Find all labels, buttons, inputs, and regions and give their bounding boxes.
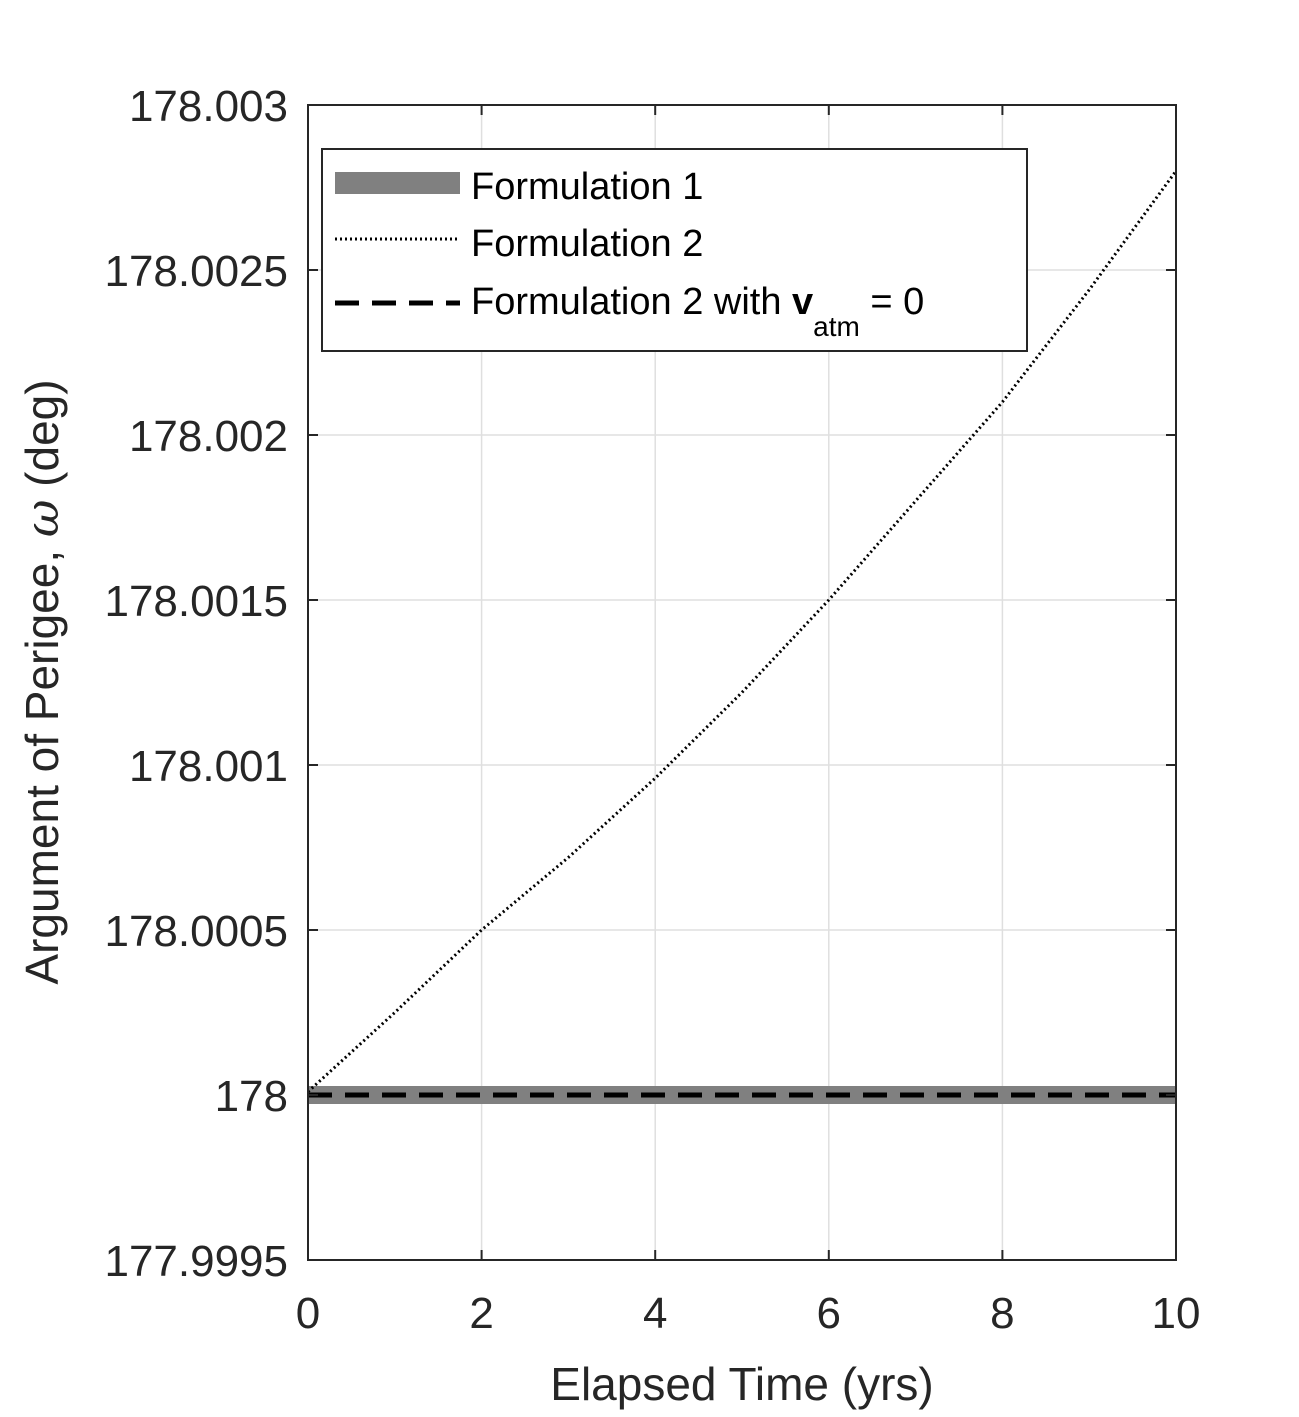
legend-label-formulation-1: Formulation 1: [471, 166, 703, 208]
legend: Formulation 1 Formulation 2 Formulation …: [321, 148, 1028, 352]
y-tick-label: 178.001: [129, 742, 288, 791]
y-tick-labels: 177.9995 178 178.0005 178.001 178.0015 178.00…: [104, 82, 288, 1286]
y-tick-label: 178.0025: [104, 247, 288, 296]
x-tick-label: 0: [296, 1289, 320, 1338]
tick-marks: [307, 104, 1177, 1261]
legend-label-formulation-2-vatm: Formulation 2 with vatm = 0: [471, 281, 924, 342]
y-tick-label: 178.003: [129, 82, 288, 131]
y-axis-title: Argument of Perigee, ω (deg): [15, 379, 69, 984]
y-tick-label: 177.9995: [104, 1237, 288, 1286]
x-tick-label: 2: [469, 1289, 493, 1338]
y-axis-title-unit: (deg): [16, 379, 68, 499]
x-tick-label: 4: [643, 1289, 667, 1338]
legend-vatm-prefix: Formulation 2 with: [471, 281, 792, 323]
x-tick-labels: 0 2 4 6 8 10: [296, 1289, 1201, 1338]
x-tick-label: 8: [990, 1289, 1014, 1338]
x-tick-label: 6: [817, 1289, 841, 1338]
y-tick-label: 178: [215, 1072, 288, 1121]
legend-vatm-symbol: v: [792, 281, 813, 323]
y-tick-label: 178.002: [129, 412, 288, 461]
y-tick-label: 178.0015: [104, 577, 288, 626]
legend-vatm-subscript: atm: [813, 311, 860, 342]
series-layer: [306, 170, 1178, 1104]
legend-label-formulation-2: Formulation 2: [471, 223, 703, 265]
legend-vatm-suffix: = 0: [860, 281, 924, 323]
plot-frame: [307, 104, 1177, 1261]
x-tick-label: 10: [1152, 1289, 1201, 1338]
y-axis-title-text: Argument of Perigee,: [16, 537, 68, 984]
x-axis-title: Elapsed Time (yrs): [550, 1358, 933, 1410]
y-tick-label: 178.0005: [104, 907, 288, 956]
y-axis-title-symbol: ω: [15, 500, 69, 538]
